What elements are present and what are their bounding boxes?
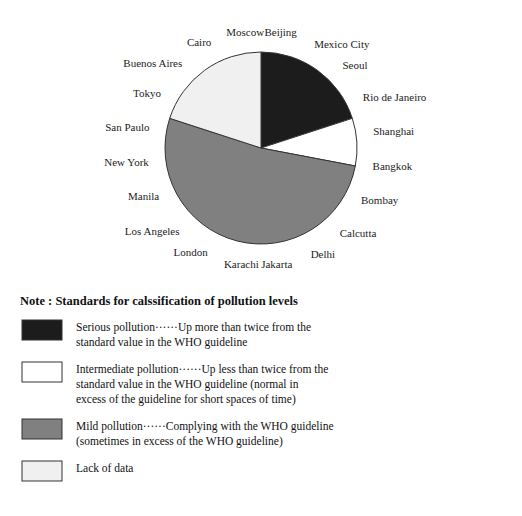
city-label: London [174, 246, 209, 258]
city-label: Manila [128, 190, 159, 202]
city-label: Seoul [342, 59, 367, 71]
city-label: Jakarta [261, 258, 292, 270]
legend-entry: Lack of data [76, 462, 133, 474]
city-label: Cairo [187, 36, 212, 48]
city-label: Calcutta [340, 227, 377, 239]
pie-slice [170, 52, 261, 148]
city-label: San Paulo [105, 121, 150, 133]
city-label: Moscow [226, 26, 264, 38]
city-label: Los Angeles [125, 225, 180, 237]
city-label: Delhi [311, 248, 335, 260]
city-label: New York [104, 156, 149, 168]
legend-entry: Serious pollution······Up more than twic… [76, 321, 311, 349]
city-label: Beijing [264, 26, 297, 38]
city-label: Karachi [224, 258, 259, 270]
chart-svg: Beijing Mexico City Seoul Rio de Janeiro Sha… [0, 0, 522, 516]
city-label: Rio de Janeiro [363, 91, 427, 103]
legend-swatch [22, 461, 62, 481]
pie [165, 52, 357, 244]
legend: Note : Standards for calssification of p… [20, 294, 334, 481]
chart-container: Beijing Mexico City Seoul Rio de Janeiro Sha… [0, 0, 522, 516]
city-label: Shanghai [373, 125, 414, 137]
legend-entry: Intermediate pollution······Up less than… [76, 363, 328, 406]
legend-swatch [22, 419, 62, 439]
city-label: Tokyo [133, 87, 161, 99]
legend-entry: Mild pollution······Complying with the W… [76, 420, 334, 448]
city-label: Mexico City [314, 38, 370, 50]
legend-swatch [22, 362, 62, 382]
city-label: Bangkok [373, 160, 413, 172]
note-title: Note : Standards for calssification of p… [20, 294, 298, 308]
city-label: Buenos Aires [123, 57, 182, 69]
annotations: Beijing Mexico City Seoul Rio de Janeiro Sha… [104, 26, 427, 270]
city-label: Bombay [361, 194, 399, 206]
legend-swatch [22, 320, 62, 340]
